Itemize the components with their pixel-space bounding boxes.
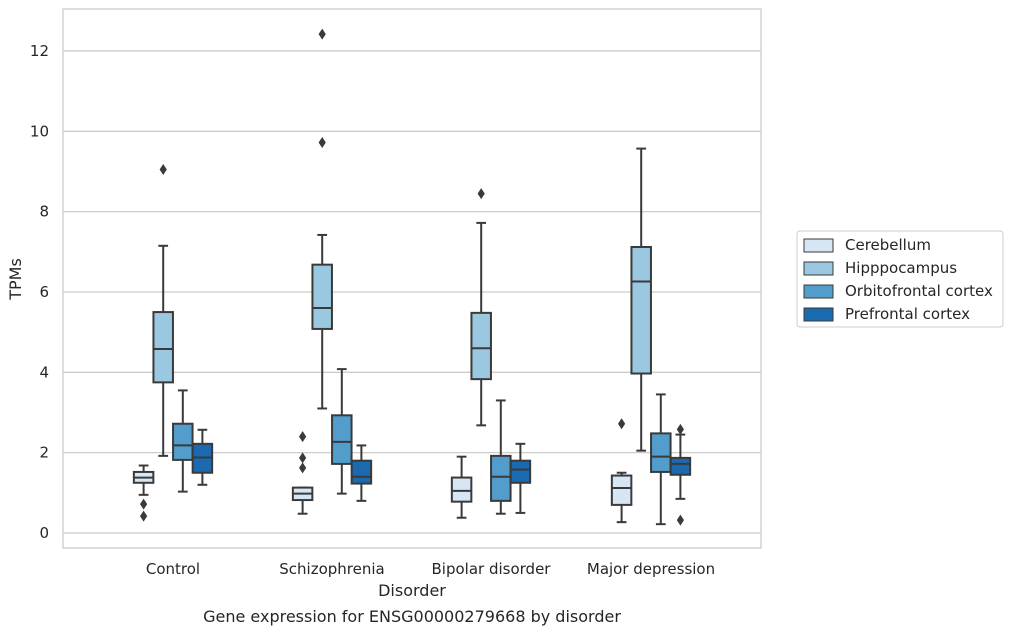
legend-label: Orbitofrontal cortex xyxy=(845,282,993,300)
x-tick-label: Bipolar disorder xyxy=(432,560,552,578)
x-tick-label: Schizophrenia xyxy=(279,560,384,578)
box-iqr xyxy=(630,245,652,375)
box-plot xyxy=(172,389,194,493)
outlier-point xyxy=(299,431,307,443)
y-tick-label: 8 xyxy=(39,203,49,221)
box-plot xyxy=(669,423,692,526)
box-plot xyxy=(191,428,214,486)
y-tick-label: 4 xyxy=(39,363,49,381)
outlier-point xyxy=(318,137,326,149)
box-plot xyxy=(311,28,333,410)
legend: Cerebellum Hipppocampus Orbitofrontal cort… xyxy=(796,230,1004,328)
box-iqr xyxy=(311,263,333,330)
box-plot xyxy=(152,163,174,457)
box-groups xyxy=(132,28,692,526)
outlier-point xyxy=(159,163,167,175)
y-tick-label: 10 xyxy=(30,122,49,140)
box-plot xyxy=(450,455,473,519)
box-iqr xyxy=(331,414,353,465)
box-iqr xyxy=(509,459,532,484)
outlier-point xyxy=(676,423,684,435)
x-tick-label: Control xyxy=(146,560,200,578)
outlier-point xyxy=(299,462,307,474)
box-iqr xyxy=(610,474,633,506)
outlier-point xyxy=(618,418,626,430)
outlier-point xyxy=(676,514,684,526)
box-iqr xyxy=(152,311,174,384)
legend-swatch xyxy=(803,307,834,322)
box-iqr xyxy=(172,422,194,461)
box-plot xyxy=(509,442,532,514)
legend-label: Prefrontal cortex xyxy=(845,305,970,323)
box-plot xyxy=(331,368,353,495)
y-tick-label: 6 xyxy=(39,283,49,301)
legend-frame xyxy=(796,230,1004,328)
box-iqr xyxy=(650,432,672,473)
y-tick-label: 2 xyxy=(39,444,49,462)
y-tick-label: 0 xyxy=(39,524,49,542)
y-tick-label: 12 xyxy=(30,42,49,60)
legend-label: Hipppocampus xyxy=(845,259,957,277)
legend-swatch xyxy=(803,238,834,253)
legend-label: Cerebellum xyxy=(845,236,931,254)
box-plot xyxy=(630,147,652,452)
y-axis-label: TPMs xyxy=(6,258,25,301)
chart-caption: Gene expression for ENSG00000279668 by d… xyxy=(203,607,621,626)
outlier-point xyxy=(318,28,326,40)
x-axis-label: Disorder xyxy=(378,581,446,600)
box-plot xyxy=(291,431,314,515)
box-plot xyxy=(470,188,492,427)
outlier-point xyxy=(140,510,148,522)
box-plot xyxy=(350,444,373,502)
box-plot xyxy=(610,418,633,524)
box-plot xyxy=(650,393,672,526)
box-iqr xyxy=(450,476,473,503)
box-iqr xyxy=(669,456,692,476)
box-plot xyxy=(490,399,512,515)
box-plot xyxy=(132,464,155,522)
legend-swatch xyxy=(803,284,834,299)
outlier-point xyxy=(477,188,485,200)
x-tick-label: Major depression xyxy=(587,560,715,578)
x-axis-ticks: Control Schizophrenia Bipolar disorder Majo… xyxy=(146,560,715,578)
outlier-point xyxy=(299,452,307,464)
plot-frame xyxy=(62,8,762,549)
box-iqr xyxy=(470,311,492,381)
legend-swatch xyxy=(803,261,834,276)
y-axis-ticks: 0 2 4 6 8 10 12 xyxy=(30,42,49,542)
outlier-point xyxy=(140,498,148,510)
box-iqr xyxy=(490,454,512,502)
box-iqr xyxy=(350,459,373,485)
